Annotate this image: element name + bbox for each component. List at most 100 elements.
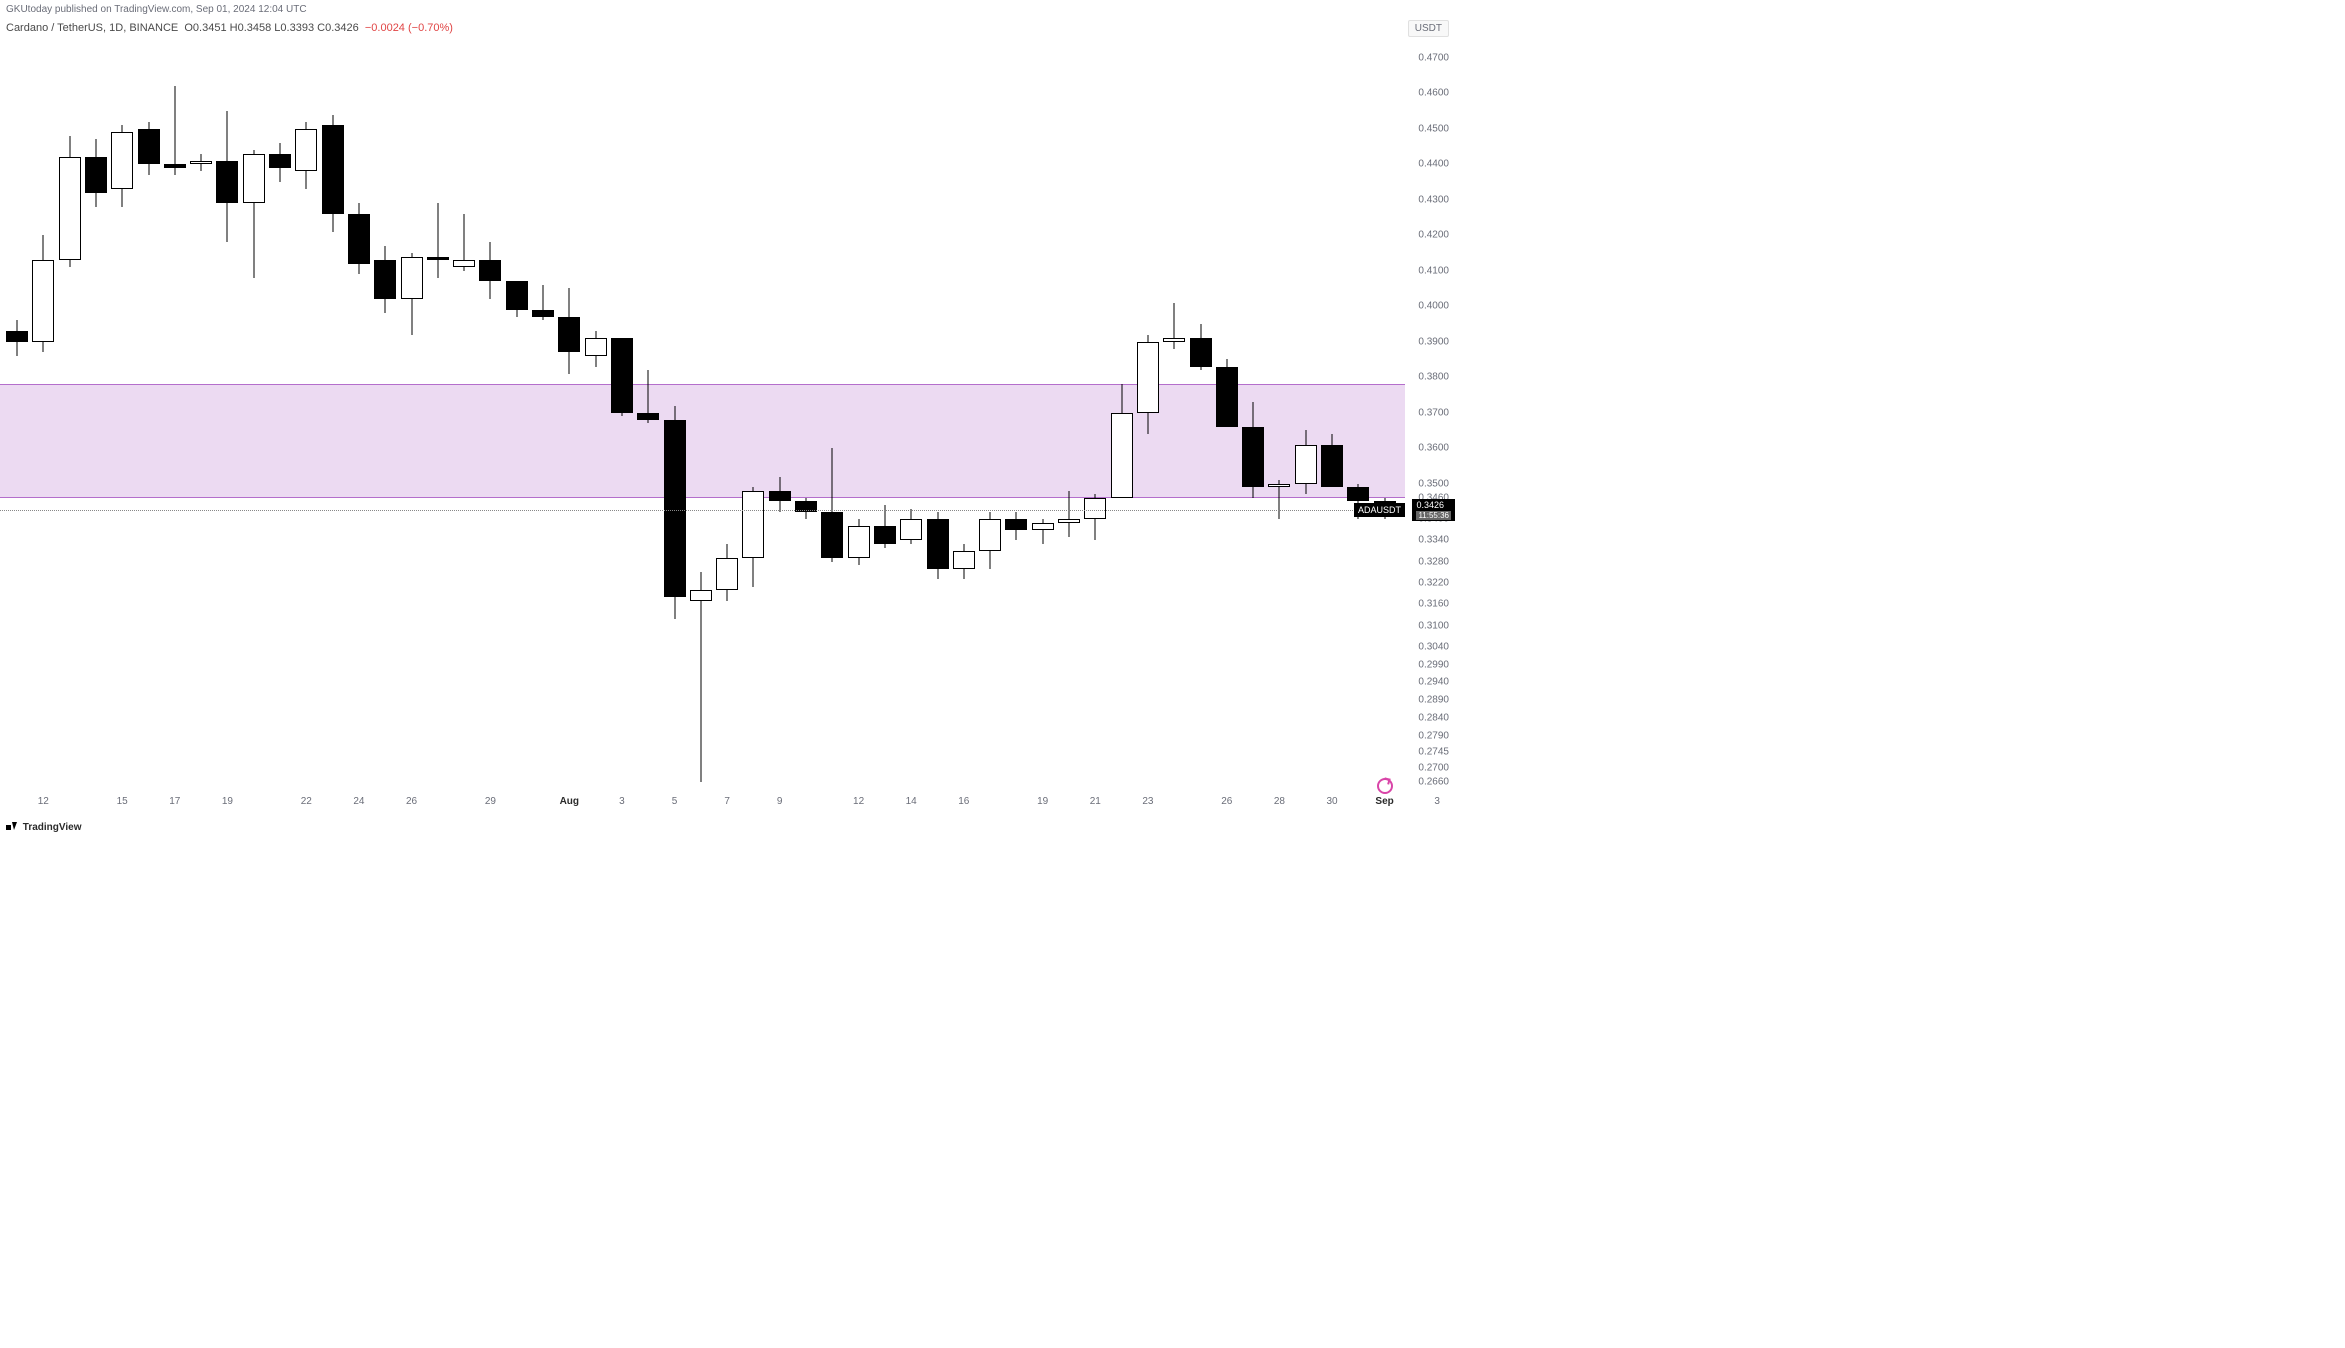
y-axis-tick: 0.3220	[1418, 578, 1449, 589]
candle[interactable]	[927, 512, 949, 579]
candle[interactable]	[216, 111, 238, 242]
timeframe-label: 1D	[109, 22, 123, 34]
x-axis-tick: 3	[1434, 796, 1440, 807]
candle[interactable]	[190, 154, 212, 172]
x-axis-tick: 19	[1037, 796, 1048, 807]
publish-info: GKUtoday published on TradingView.com, S…	[6, 4, 307, 15]
ohlc-change: −0.0024	[365, 22, 405, 34]
y-axis-tick: 0.2890	[1418, 695, 1449, 706]
candle[interactable]	[1216, 359, 1238, 426]
candle[interactable]	[1268, 480, 1290, 519]
candle[interactable]	[1084, 494, 1106, 540]
candle[interactable]	[295, 122, 317, 189]
candle[interactable]	[1321, 434, 1343, 487]
candle[interactable]	[59, 136, 81, 267]
y-axis-tick: 0.4100	[1418, 265, 1449, 276]
refresh-icon[interactable]	[1377, 778, 1393, 794]
x-axis-tick: 12	[853, 796, 864, 807]
x-axis-tick: 30	[1326, 796, 1337, 807]
x-axis-tick: 29	[485, 796, 496, 807]
candle[interactable]	[374, 246, 396, 313]
candle[interactable]	[795, 498, 817, 519]
candle[interactable]	[164, 86, 186, 175]
support-resistance-zone	[0, 384, 1405, 498]
candle[interactable]	[848, 519, 870, 565]
candle[interactable]	[900, 509, 922, 544]
candle[interactable]	[664, 406, 686, 619]
chart-container: GKUtoday published on TradingView.com, S…	[0, 0, 1455, 836]
candle[interactable]	[690, 572, 712, 781]
ohlc-close: 0.3426	[325, 22, 359, 34]
y-axis-tick: 0.3600	[1418, 443, 1449, 454]
candle[interactable]	[1058, 491, 1080, 537]
candle[interactable]	[1032, 519, 1054, 544]
candle[interactable]	[32, 235, 54, 352]
candle[interactable]	[322, 115, 344, 232]
y-axis-tick: 0.3100	[1418, 620, 1449, 631]
y-axis-tick: 0.3280	[1418, 556, 1449, 567]
candle[interactable]	[1190, 324, 1212, 370]
x-axis-tick: 12	[38, 796, 49, 807]
candle[interactable]	[953, 544, 975, 579]
x-axis-tick: 5	[672, 796, 678, 807]
candle[interactable]	[401, 253, 423, 335]
y-axis-tick: 0.3700	[1418, 407, 1449, 418]
time-axis[interactable]: 1215171922242629Aug357912141619212326283…	[0, 796, 1405, 816]
candle[interactable]	[269, 143, 291, 182]
x-axis-tick: 3	[619, 796, 625, 807]
exchange-label: BINANCE	[129, 22, 178, 34]
candle[interactable]	[532, 285, 554, 320]
x-axis-tick: 14	[906, 796, 917, 807]
candle[interactable]	[479, 242, 501, 299]
x-axis-tick: 26	[406, 796, 417, 807]
candle[interactable]	[138, 122, 160, 175]
candle[interactable]	[1005, 512, 1027, 540]
y-axis-tick: 0.3500	[1418, 478, 1449, 489]
candle[interactable]	[611, 338, 633, 416]
y-axis-tick: 0.2790	[1418, 730, 1449, 741]
y-axis-tick: 0.3900	[1418, 336, 1449, 347]
ohlc-change-pct: (−0.70%)	[408, 22, 453, 34]
candle[interactable]	[716, 544, 738, 601]
candlestick-chart[interactable]	[0, 40, 1405, 796]
x-axis-tick: 26	[1221, 796, 1232, 807]
candle[interactable]	[453, 214, 475, 271]
candle[interactable]	[979, 512, 1001, 569]
candle[interactable]	[506, 281, 528, 316]
price-axis[interactable]: 0.26600.27000.27450.27900.28400.28900.29…	[1405, 40, 1455, 796]
candle[interactable]	[1137, 335, 1159, 434]
y-axis-tick: 0.4600	[1418, 88, 1449, 99]
x-axis-tick: 16	[958, 796, 969, 807]
candle[interactable]	[637, 370, 659, 423]
candle[interactable]	[585, 331, 607, 366]
x-axis-tick: 17	[169, 796, 180, 807]
ohlc-low: 0.3393	[280, 22, 314, 34]
current-price-line	[0, 510, 1405, 511]
candle[interactable]	[821, 448, 843, 562]
candle[interactable]	[1163, 303, 1185, 349]
candle[interactable]	[558, 288, 580, 373]
candle[interactable]	[742, 487, 764, 586]
candle[interactable]	[1242, 402, 1264, 498]
x-axis-tick: 23	[1142, 796, 1153, 807]
candle[interactable]	[243, 150, 265, 278]
candle[interactable]	[1295, 430, 1317, 494]
candle[interactable]	[348, 203, 370, 274]
ohlc-open: 0.3451	[193, 22, 227, 34]
x-axis-tick: 7	[724, 796, 730, 807]
candle[interactable]	[6, 320, 28, 355]
tradingview-logo-icon	[6, 822, 18, 832]
candle[interactable]	[111, 125, 133, 207]
candle[interactable]	[427, 203, 449, 278]
candle[interactable]	[874, 505, 896, 548]
symbol-info-bar[interactable]: Cardano / TetherUS, 1D, BINANCE O0.3451 …	[6, 22, 453, 34]
candle[interactable]	[769, 477, 791, 512]
quote-currency-badge[interactable]: USDT	[1408, 20, 1449, 37]
candle[interactable]	[1111, 384, 1133, 498]
y-axis-tick: 0.3040	[1418, 641, 1449, 652]
candle[interactable]	[85, 139, 107, 206]
y-axis-tick: 0.4200	[1418, 230, 1449, 241]
y-axis-tick: 0.4400	[1418, 159, 1449, 170]
x-axis-tick: 24	[353, 796, 364, 807]
y-axis-tick: 0.4700	[1418, 52, 1449, 63]
